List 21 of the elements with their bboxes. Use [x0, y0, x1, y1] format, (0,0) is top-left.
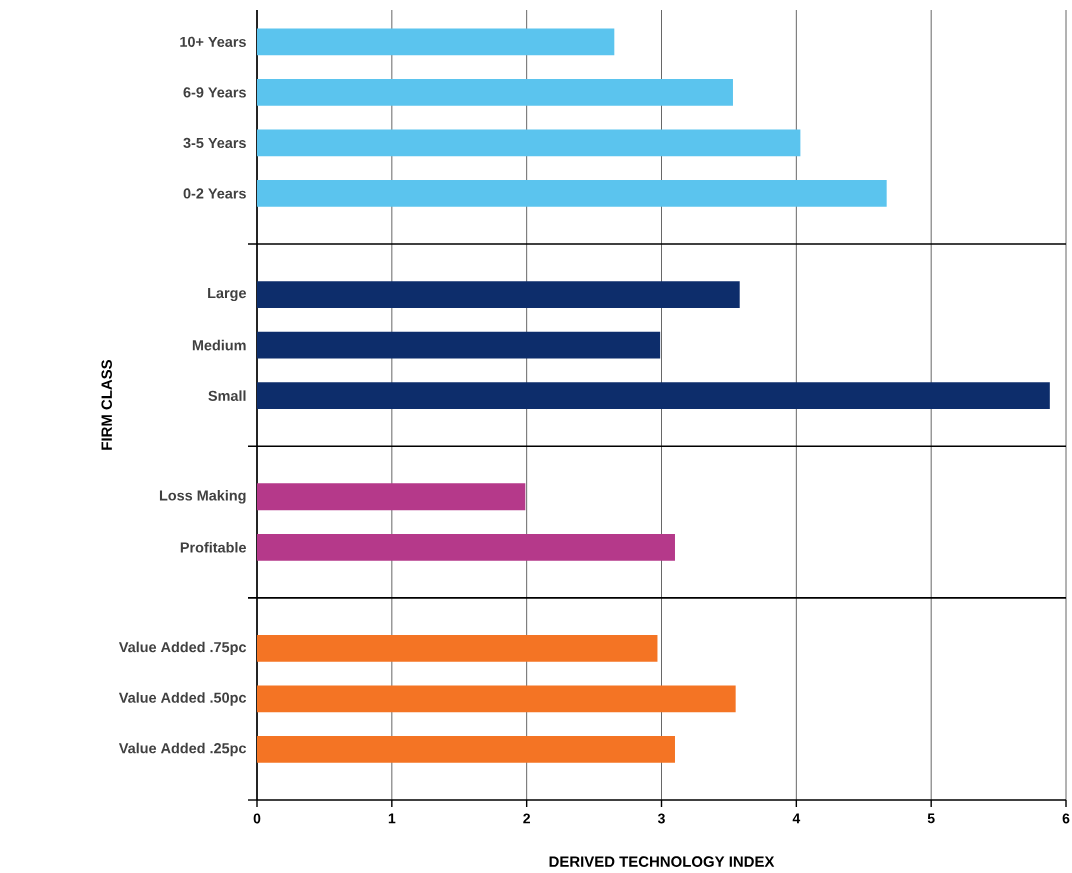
y-axis-title: FIRM CLASS — [101, 359, 112, 450]
y-tick-label: Value Added .25pc — [118, 742, 247, 757]
x-tick-label: 5 — [927, 813, 935, 824]
y-tick-label: 3-5 Years — [183, 137, 246, 149]
x-tick-label: 0 — [253, 813, 261, 824]
x-tick-label: 2 — [523, 813, 530, 824]
x-tick-label: 4 — [792, 813, 801, 824]
y-tick-label: 0-2 Years — [183, 188, 246, 199]
y-tick-label: Medium — [192, 339, 246, 351]
y-tick-label: 6-9 Years — [183, 87, 246, 98]
x-tick-label: 3 — [657, 813, 665, 824]
y-tick-label: Loss Making — [159, 489, 246, 504]
x-axis-title: DERIVED TECHNOLOGY INDEX — [549, 856, 775, 867]
y-tick-label: 10+ Years — [180, 36, 246, 47]
x-tick-label: 6 — [1062, 813, 1070, 824]
y-tick-label: Value Added .50pc — [118, 692, 247, 706]
y-tick-label: Value Added .75pc — [118, 641, 247, 656]
y-tick-label: Large — [208, 288, 246, 302]
y-tick-label: Profitable — [180, 541, 246, 553]
x-tick-label: 1 — [388, 813, 396, 824]
y-tick-label: Small — [208, 390, 246, 401]
